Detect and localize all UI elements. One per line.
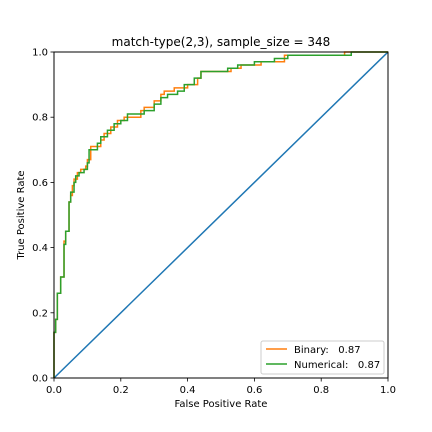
- legend: Binary: 0.87 Numerical: 0.87: [260, 340, 385, 375]
- legend-label-binary: Binary: 0.87: [294, 345, 361, 356]
- reference-layer: [53, 51, 389, 379]
- x-tick-label: 0.4: [180, 385, 196, 396]
- x-tick-label: 0.0: [46, 385, 62, 396]
- x-axis-title: False Positive Rate: [175, 399, 268, 410]
- series-line-numerical: [53, 51, 388, 378]
- series-layer: [53, 51, 388, 378]
- y-tick-label: 0.0: [32, 374, 48, 385]
- y-tick-label: 0.6: [32, 178, 48, 189]
- plot-area: [53, 51, 389, 379]
- y-tick-label: 1.0: [32, 48, 48, 59]
- legend-box: [260, 340, 385, 375]
- x-axis: 0.0 0.2 0.4 0.6 0.8 1.0: [46, 378, 396, 396]
- chart-title: match-type(2,3), sample_size = 348: [112, 35, 331, 49]
- x-tick-label: 0.2: [113, 385, 129, 396]
- y-axis-title: True Positive Rate: [16, 170, 27, 260]
- x-tick-label: 0.6: [246, 385, 262, 396]
- y-axis: 0.0 0.2 0.4 0.6 0.8 1.0: [32, 48, 54, 385]
- y-tick-label: 0.2: [32, 308, 48, 319]
- legend-label-numerical: Numerical: 0.87: [294, 360, 380, 371]
- axes-frame: [53, 51, 389, 379]
- x-tick-label: 0.8: [313, 385, 329, 396]
- y-tick-label: 0.4: [32, 243, 48, 254]
- y-tick-label: 0.8: [32, 113, 48, 124]
- x-tick-label: 1.0: [380, 385, 396, 396]
- reference-line: [53, 51, 389, 379]
